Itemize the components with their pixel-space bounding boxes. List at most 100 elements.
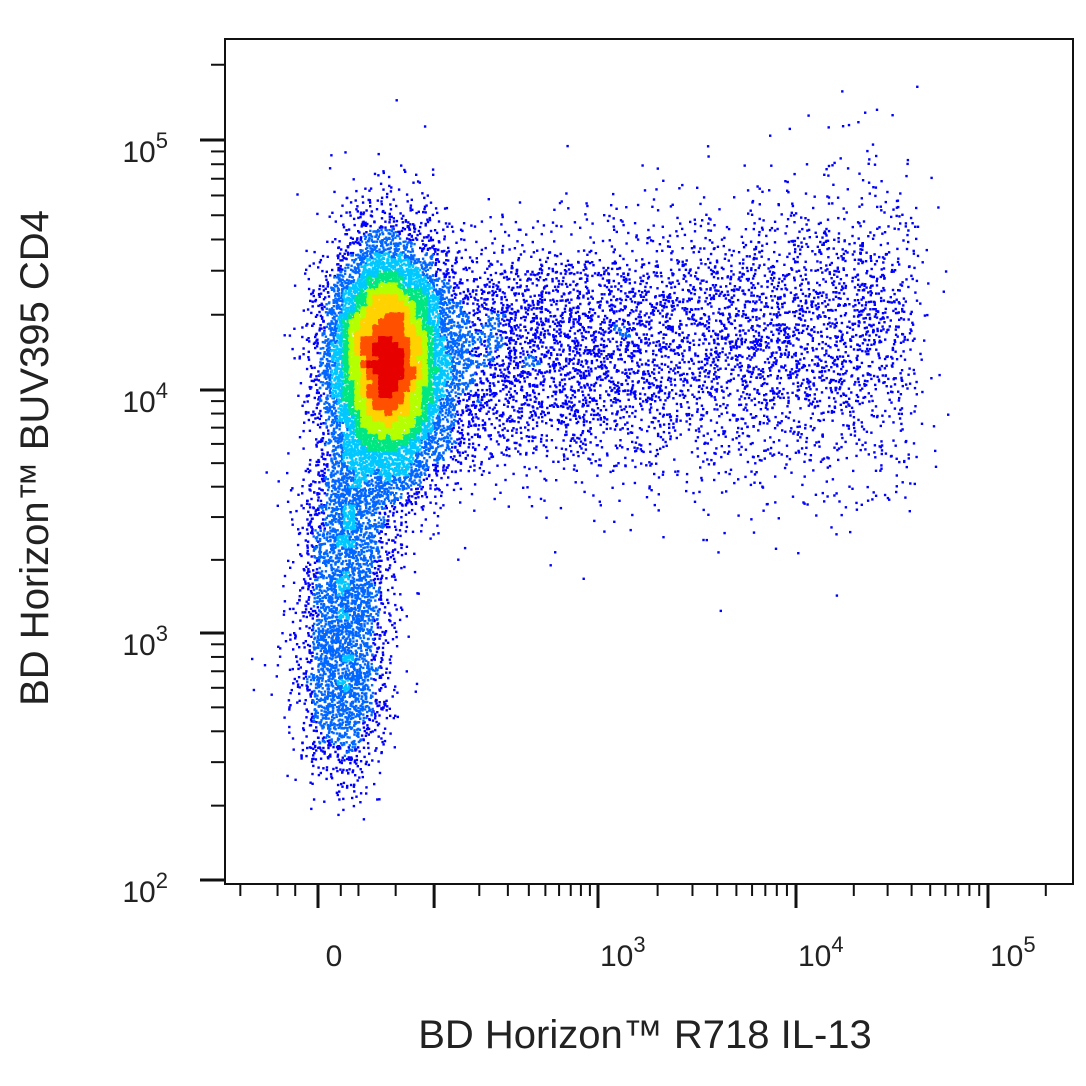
event-point [815, 494, 817, 496]
event-point [698, 430, 700, 432]
event-point [649, 451, 651, 453]
event-point [325, 275, 327, 277]
event-point [697, 267, 699, 269]
event-point [611, 487, 613, 489]
event-point [353, 178, 355, 180]
event-point [815, 232, 817, 234]
event-point [725, 490, 727, 492]
event-point [930, 177, 932, 179]
event-point [718, 208, 720, 210]
event-point [853, 268, 855, 270]
event-point [473, 510, 475, 512]
event-point [873, 253, 875, 255]
event-point [905, 278, 907, 280]
event-point [648, 262, 650, 264]
event-point [380, 183, 382, 185]
event-point [906, 248, 908, 250]
event-point [504, 479, 506, 481]
event-point [721, 426, 723, 428]
event-point [873, 234, 875, 236]
event-point [471, 270, 473, 272]
event-point [637, 204, 639, 206]
event-point [783, 264, 785, 266]
event-point [476, 278, 478, 280]
event-point [615, 465, 617, 467]
event-point [583, 491, 585, 493]
event-point [691, 451, 693, 453]
event-point [500, 223, 502, 225]
event-point [897, 258, 899, 260]
event-point [654, 504, 656, 506]
event-point [721, 445, 723, 447]
event-point [927, 282, 929, 284]
event-point [871, 409, 873, 411]
event-point [703, 435, 705, 437]
event-point [698, 339, 700, 341]
event-point [395, 636, 397, 638]
event-point [762, 219, 764, 221]
event-point [873, 451, 875, 453]
event-point [542, 248, 544, 250]
event-point [838, 500, 840, 502]
event-point [381, 203, 383, 205]
event-point [312, 301, 314, 303]
event-point [656, 287, 658, 289]
event-point [703, 509, 705, 511]
event-point [406, 670, 408, 672]
event-point [427, 194, 429, 196]
event-point [628, 268, 630, 270]
event-point [729, 393, 731, 395]
event-point [718, 415, 720, 417]
event-point [537, 220, 539, 222]
event-point [849, 531, 851, 533]
event-point [847, 167, 849, 169]
event-point [421, 192, 423, 194]
event-point [774, 501, 776, 503]
event-point [388, 176, 390, 178]
event-point [657, 453, 659, 455]
event-point [697, 455, 699, 457]
event-point [455, 242, 457, 244]
event-point [861, 402, 863, 404]
event-point [744, 304, 746, 306]
event-point [476, 261, 478, 263]
event-point [401, 609, 403, 611]
event-point [880, 180, 882, 182]
event-point [876, 415, 878, 417]
event-point [614, 428, 616, 430]
event-point [742, 432, 744, 434]
event-point [756, 185, 758, 187]
event-point [874, 195, 876, 197]
event-point [852, 226, 854, 228]
event-point [393, 198, 395, 200]
event-point [848, 124, 850, 126]
event-point [406, 615, 408, 617]
event-point [546, 455, 548, 457]
event-point [468, 470, 470, 472]
event-point [880, 209, 882, 211]
event-point [394, 715, 396, 717]
event-point [335, 220, 337, 222]
event-point [485, 446, 487, 448]
event-point [866, 431, 868, 433]
event-point [543, 500, 545, 502]
event-point [793, 258, 795, 260]
event-point [525, 453, 527, 455]
event-point [898, 263, 900, 265]
event-point [422, 505, 424, 507]
event-point [292, 682, 294, 684]
event-point [595, 252, 597, 254]
event-point [340, 215, 342, 217]
event-point [593, 241, 595, 243]
event-point [896, 474, 898, 476]
event-point [384, 728, 386, 730]
event-point [707, 432, 709, 434]
event-point [307, 308, 309, 310]
event-point [658, 509, 660, 511]
event-point [610, 204, 612, 206]
event-point [742, 242, 744, 244]
event-point [874, 444, 876, 446]
event-point [902, 385, 904, 387]
event-point [627, 428, 629, 430]
event-point [863, 428, 865, 430]
